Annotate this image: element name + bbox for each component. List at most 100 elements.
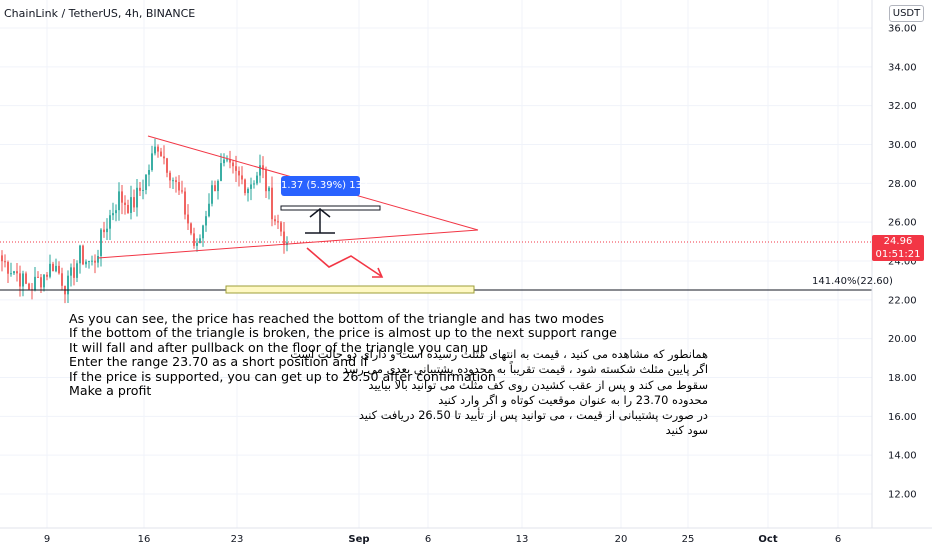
- candle-body: [127, 204, 129, 213]
- candle-body: [94, 260, 96, 263]
- candle-body: [256, 175, 258, 184]
- projection-arrowhead: [372, 267, 384, 278]
- time-tick-label: 25: [682, 534, 695, 545]
- candle-body: [205, 216, 207, 226]
- candle-body: [145, 174, 147, 190]
- note-line: محدوده 23.70 را به عنوان موقعیت کوتاه و …: [438, 392, 708, 407]
- currency-badge[interactable]: USDT: [889, 5, 924, 22]
- candle-body: [265, 169, 267, 192]
- candle-body: [199, 238, 201, 244]
- time-axis[interactable]: 9 16 23 Sep 6 13 20 25 Oct 6: [0, 527, 932, 545]
- take-profit-zone[interactable]: [280, 205, 381, 211]
- candle-body: [196, 243, 198, 246]
- candle-body: [247, 188, 249, 194]
- time-tick-label: 20: [615, 534, 628, 545]
- candle-body: [202, 225, 204, 239]
- candle-body: [214, 185, 216, 192]
- note-line: اگر پایین مثلث شکسته شود ، قیمت تقریباً …: [342, 362, 708, 377]
- time-tick-label: 6: [835, 534, 841, 545]
- candle-body: [250, 184, 252, 189]
- candle-body: [217, 180, 219, 192]
- time-tick-label: 13: [516, 534, 529, 545]
- fib-level-label: 141.40%(22.60): [812, 276, 893, 287]
- candle-body: [280, 222, 282, 232]
- candle-body: [49, 263, 51, 277]
- candle-body: [226, 159, 228, 161]
- candle-body: [28, 283, 30, 290]
- candle-body: [271, 187, 273, 220]
- price-tick-label: 28.00: [888, 179, 917, 190]
- persian-note[interactable]: همانطور که مشاهده می کنید ، قیمت به انته…: [290, 347, 708, 439]
- candle-body: [79, 245, 81, 264]
- price-tick-label: 36.00: [888, 24, 917, 35]
- candle-body: [160, 151, 162, 157]
- candle-body: [76, 263, 78, 278]
- measure-tooltip: 1.37 (5.39%) 137: [281, 176, 368, 196]
- candle-body: [82, 245, 84, 265]
- support-zone[interactable]: [225, 285, 475, 294]
- candle-body: [178, 182, 180, 191]
- note-line: It will fall and after pullback on the f…: [69, 339, 489, 355]
- note-line: If the price is supported, you can get u…: [69, 368, 496, 384]
- triangle-lower-trendline[interactable]: [97, 229, 479, 259]
- note-line: سود کنید: [665, 423, 708, 438]
- candle-body: [238, 170, 240, 176]
- price-tick-label: 18.00: [888, 373, 917, 384]
- candle-body: [193, 233, 195, 246]
- candle-body: [253, 183, 255, 185]
- candle-body: [235, 166, 237, 171]
- candle-body: [136, 187, 138, 208]
- candle-body: [175, 180, 177, 183]
- note-line: سقوط می کند و پس از عقب کشیدن روی کف مثل…: [368, 377, 708, 392]
- candle-body: [91, 260, 93, 262]
- time-tick-label: 16: [138, 534, 151, 545]
- candle-body: [181, 190, 183, 192]
- price-tick-label: 14.00: [888, 451, 917, 462]
- bar-countdown: 01:51:21: [875, 249, 921, 260]
- candle-body: [244, 179, 246, 194]
- candle-body: [103, 229, 105, 233]
- english-note[interactable]: As you can see, the price has reached th…: [69, 311, 617, 399]
- price-axis[interactable]: 36.00 34.00 32.00 30.00 28.00 26.00 24.00 22.00…: [871, 0, 917, 528]
- candle-body: [190, 223, 192, 234]
- candle-body: [7, 261, 9, 274]
- price-tick-label: 24.00: [888, 257, 917, 268]
- projection-path[interactable]: [306, 247, 382, 277]
- candle-body: [220, 163, 222, 181]
- candle-body: [37, 276, 39, 278]
- symbol-title[interactable]: ChainLink / TetherUS, 4h, BINANCE: [4, 7, 196, 20]
- candle-body: [124, 202, 126, 205]
- note-line: As you can see, the price has reached th…: [69, 311, 605, 326]
- candle-body: [187, 214, 189, 224]
- note-line: در صورت پشتیبانی از قیمت ، می توانید پس …: [358, 408, 708, 423]
- current-price-value: 24.96: [883, 236, 913, 247]
- candle-body: [154, 146, 156, 154]
- candle-body: [277, 221, 279, 223]
- candle-body: [67, 275, 69, 295]
- candle-body: [211, 185, 213, 204]
- candle-body: [169, 172, 171, 181]
- candle-body: [19, 273, 21, 287]
- note-line: Make a profit: [69, 383, 152, 399]
- candle-body: [34, 276, 36, 290]
- price-tick-label: 34.00: [888, 62, 917, 73]
- measure-arrow-head: [309, 208, 331, 218]
- candle-body: [40, 277, 42, 288]
- time-tick-label: 9: [44, 534, 50, 545]
- candle-body: [106, 228, 108, 233]
- candle-body: [148, 170, 150, 175]
- candle-body: [274, 219, 276, 222]
- current-price-tag: 24.96 01:51:21: [872, 235, 924, 261]
- price-tick-label: 26.00: [888, 218, 917, 229]
- candle-body: [142, 189, 144, 191]
- candles: [1, 138, 288, 304]
- price-tick-label: 12.00: [888, 490, 917, 501]
- candle-body: [133, 197, 135, 208]
- candle-body: [112, 213, 114, 216]
- candle-body: [13, 271, 15, 274]
- candle-body: [46, 274, 48, 277]
- candle-body: [88, 261, 90, 263]
- note-line: If the bottom of the triangle is broken,…: [69, 325, 617, 341]
